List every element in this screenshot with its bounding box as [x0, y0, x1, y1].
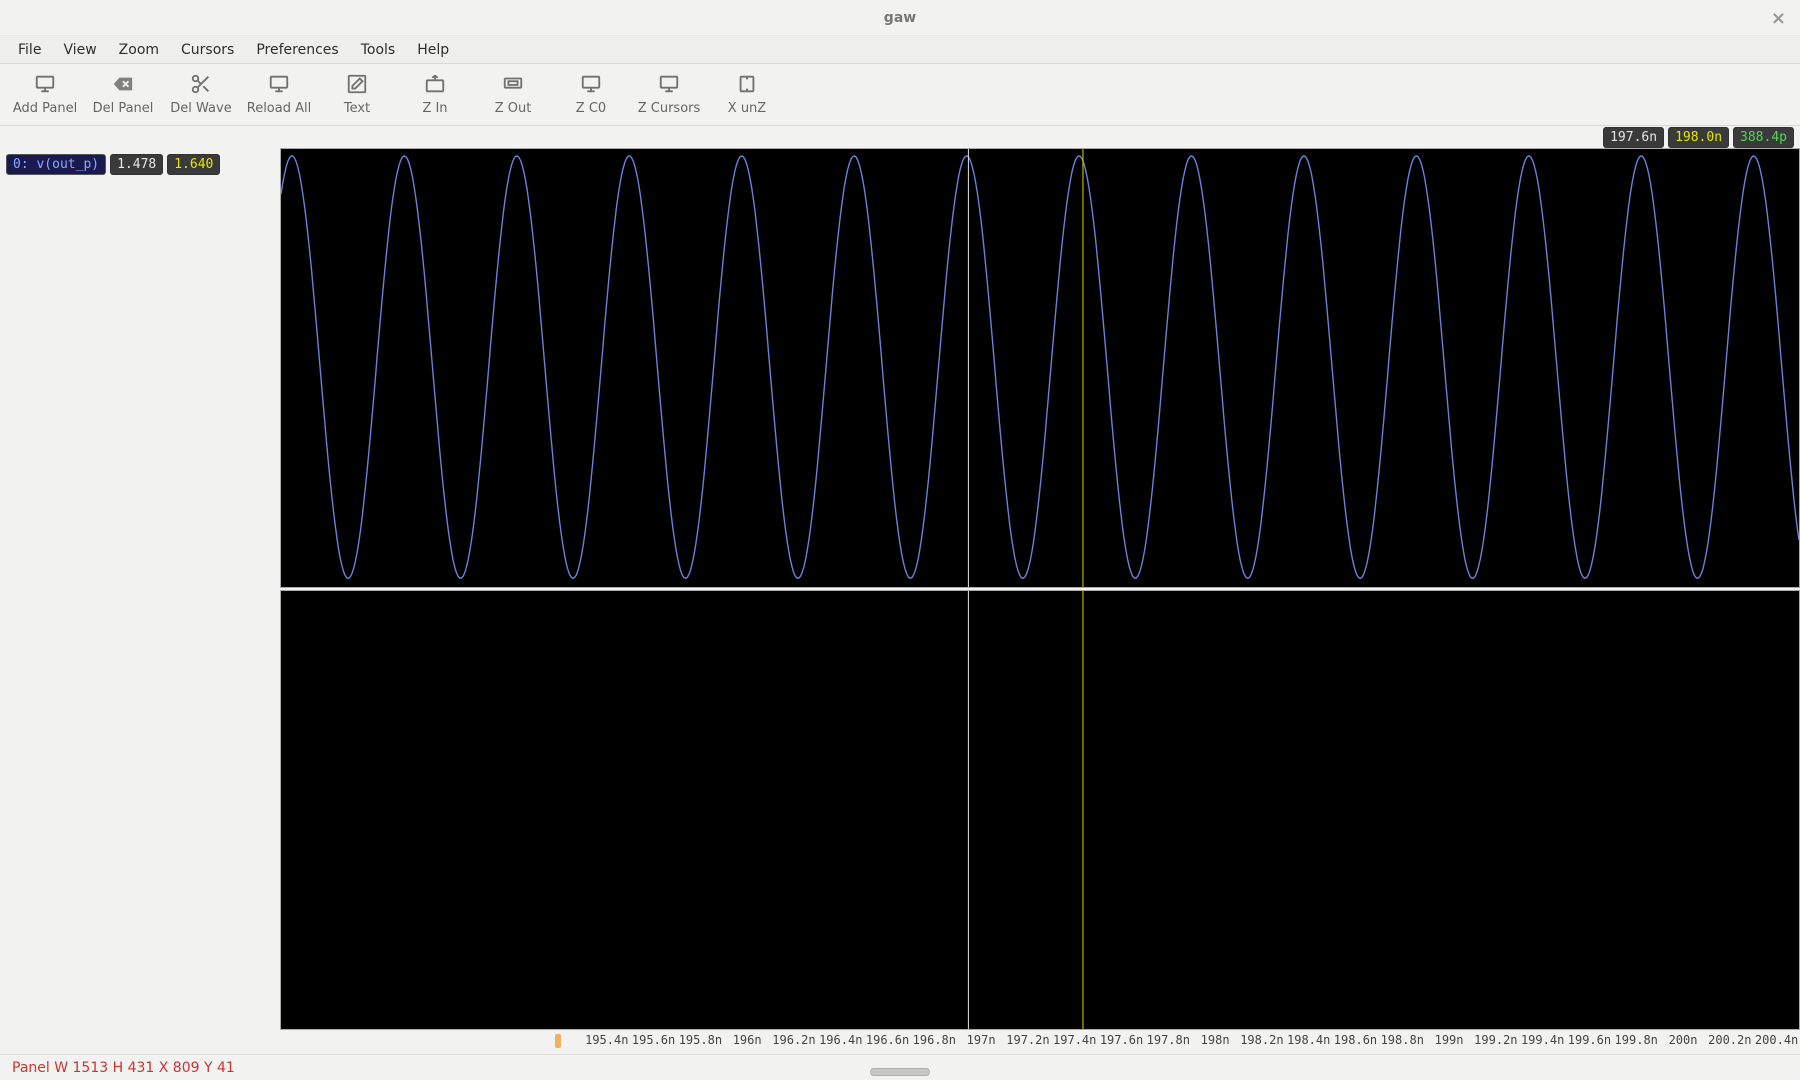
x-tick: 196n	[733, 1033, 762, 1047]
x-axis-spacer	[280, 1030, 560, 1054]
x-axis[interactable]: 195.4n 195.6n 195.8n 196n 196.2n 196.4n 196.6n…	[560, 1030, 1800, 1054]
status-text: Panel W 1513 H 431 X 809 Y 41	[12, 1060, 235, 1076]
x-tick: 198.6n	[1334, 1033, 1377, 1047]
cursor1-x-readout: 198.0n	[1668, 127, 1729, 148]
toolbar: Add Panel Del Panel Del Wave Reload All …	[0, 64, 1800, 126]
x-tick: 197.8n	[1147, 1033, 1190, 1047]
cursor-readout-bar: 197.6n 198.0n 388.4p	[0, 126, 1800, 148]
scissors-icon	[189, 73, 213, 99]
toolbtn-label: Add Panel	[13, 101, 77, 116]
zoom-in-button[interactable]: Z In	[396, 67, 474, 123]
toolbtn-label: Text	[344, 101, 370, 116]
menu-view[interactable]: View	[53, 39, 106, 61]
text-button[interactable]: Text	[318, 67, 396, 123]
x-tick: 200.2n	[1708, 1033, 1751, 1047]
window-title: gaw	[884, 10, 916, 26]
window-titlebar: gaw ×	[0, 0, 1800, 36]
xunz-icon	[735, 73, 759, 99]
zoom-out-button[interactable]: Z Out	[474, 67, 552, 123]
trace-row[interactable]: 0: v(out_p) 1.478 1.640	[6, 154, 274, 175]
zoom-cursors-button[interactable]: Z Cursors	[630, 67, 708, 123]
toolbtn-label: Z C0	[576, 101, 606, 116]
x-tick: 197.2n	[1006, 1033, 1049, 1047]
trace-name-badge[interactable]: 0: v(out_p)	[6, 154, 106, 175]
menu-zoom[interactable]: Zoom	[109, 39, 169, 61]
del-panel-button[interactable]: Del Panel	[84, 67, 162, 123]
x-tick: 199.6n	[1568, 1033, 1611, 1047]
x-axis-row: 195.4n 195.6n 195.8n 196n 196.2n 196.4n 196.6n…	[280, 1030, 1800, 1054]
menu-file[interactable]: File	[8, 39, 51, 61]
y-max-label: 5.468	[280, 148, 281, 161]
y-min-label: 0.0	[280, 1017, 281, 1031]
x-tick: 199n	[1435, 1033, 1464, 1047]
x-tick: 197.4n	[1053, 1033, 1096, 1047]
x-tick: 200.4n	[1755, 1033, 1798, 1047]
plot-column: 5.4681.165 1.0000.0 195.4n195.6n195.8n19…	[280, 148, 1800, 1054]
x-tick: 199.8n	[1615, 1033, 1658, 1047]
trace-val-c0: 1.478	[110, 154, 163, 175]
toolbtn-label: Z Out	[495, 101, 532, 116]
waveform-trace	[281, 156, 1799, 578]
y-min-label: 1.165	[280, 575, 281, 589]
monitor-icon	[267, 73, 291, 99]
x-tick: 198.8n	[1381, 1033, 1424, 1047]
x-tick: 196.4n	[819, 1033, 862, 1047]
backspace-icon	[111, 73, 135, 99]
wave-panel-1[interactable]: 1.000 0.0	[280, 590, 1800, 1030]
toolbtn-label: Reload All	[247, 101, 311, 116]
x-tick: 196.8n	[913, 1033, 956, 1047]
monitor-icon	[579, 73, 603, 99]
toolbtn-label: Z In	[422, 101, 447, 116]
menu-tools[interactable]: Tools	[351, 39, 406, 61]
x-tick: 197n	[967, 1033, 996, 1047]
x-tick: 198.2n	[1240, 1033, 1283, 1047]
x-unzoom-button[interactable]: X unZ	[708, 67, 786, 123]
x-tick: 199.2n	[1474, 1033, 1517, 1047]
x-tick: 195.8n	[679, 1033, 722, 1047]
main-area: 0: v(out_p) 1.478 1.640 5.468 1.165 1.000…	[0, 148, 1800, 1054]
monitor-icon	[657, 73, 681, 99]
wave-panel-0[interactable]: 5.468 1.165	[280, 148, 1800, 588]
trace-val-c1: 1.640	[167, 154, 220, 175]
add-panel-button[interactable]: Add Panel	[6, 67, 84, 123]
zin-icon	[423, 73, 447, 99]
x-tick: 199.4n	[1521, 1033, 1564, 1047]
x-tick: 195.6n	[632, 1033, 675, 1047]
x-tick: 196.6n	[866, 1033, 909, 1047]
x-tick: 196.2n	[772, 1033, 815, 1047]
scrollbar-stub-icon[interactable]	[870, 1068, 930, 1076]
del-wave-button[interactable]: Del Wave	[162, 67, 240, 123]
close-icon[interactable]: ×	[1771, 8, 1786, 29]
edit-icon	[345, 73, 369, 99]
x-tick: 195.4n	[585, 1033, 628, 1047]
y-max-label: 1.000	[280, 589, 281, 603]
toolbtn-label: X unZ	[728, 101, 766, 116]
menu-cursors[interactable]: Cursors	[171, 39, 244, 61]
delta-x-readout: 388.4p	[1733, 127, 1794, 148]
toolbtn-label: Del Panel	[93, 101, 154, 116]
trace-sidebar: 0: v(out_p) 1.478 1.640	[0, 148, 280, 1054]
x-tick: 200n	[1669, 1033, 1698, 1047]
toolbtn-label: Z Cursors	[638, 101, 701, 116]
zoom-c0-button[interactable]: Z C0	[552, 67, 630, 123]
cursor0-x-readout: 197.6n	[1603, 127, 1664, 148]
toolbtn-label: Del Wave	[170, 101, 231, 116]
menu-help[interactable]: Help	[407, 39, 459, 61]
reload-all-button[interactable]: Reload All	[240, 67, 318, 123]
menu-preferences[interactable]: Preferences	[246, 39, 348, 61]
statusbar: Panel W 1513 H 431 X 809 Y 41	[0, 1054, 1800, 1080]
monitor-icon	[33, 73, 57, 99]
menubar: FileViewZoomCursorsPreferencesToolsHelp	[0, 36, 1800, 64]
x-tick: 198n	[1201, 1033, 1230, 1047]
zout-icon	[501, 73, 525, 99]
x-tick: 197.6n	[1100, 1033, 1143, 1047]
x-tick: 198.4n	[1287, 1033, 1330, 1047]
